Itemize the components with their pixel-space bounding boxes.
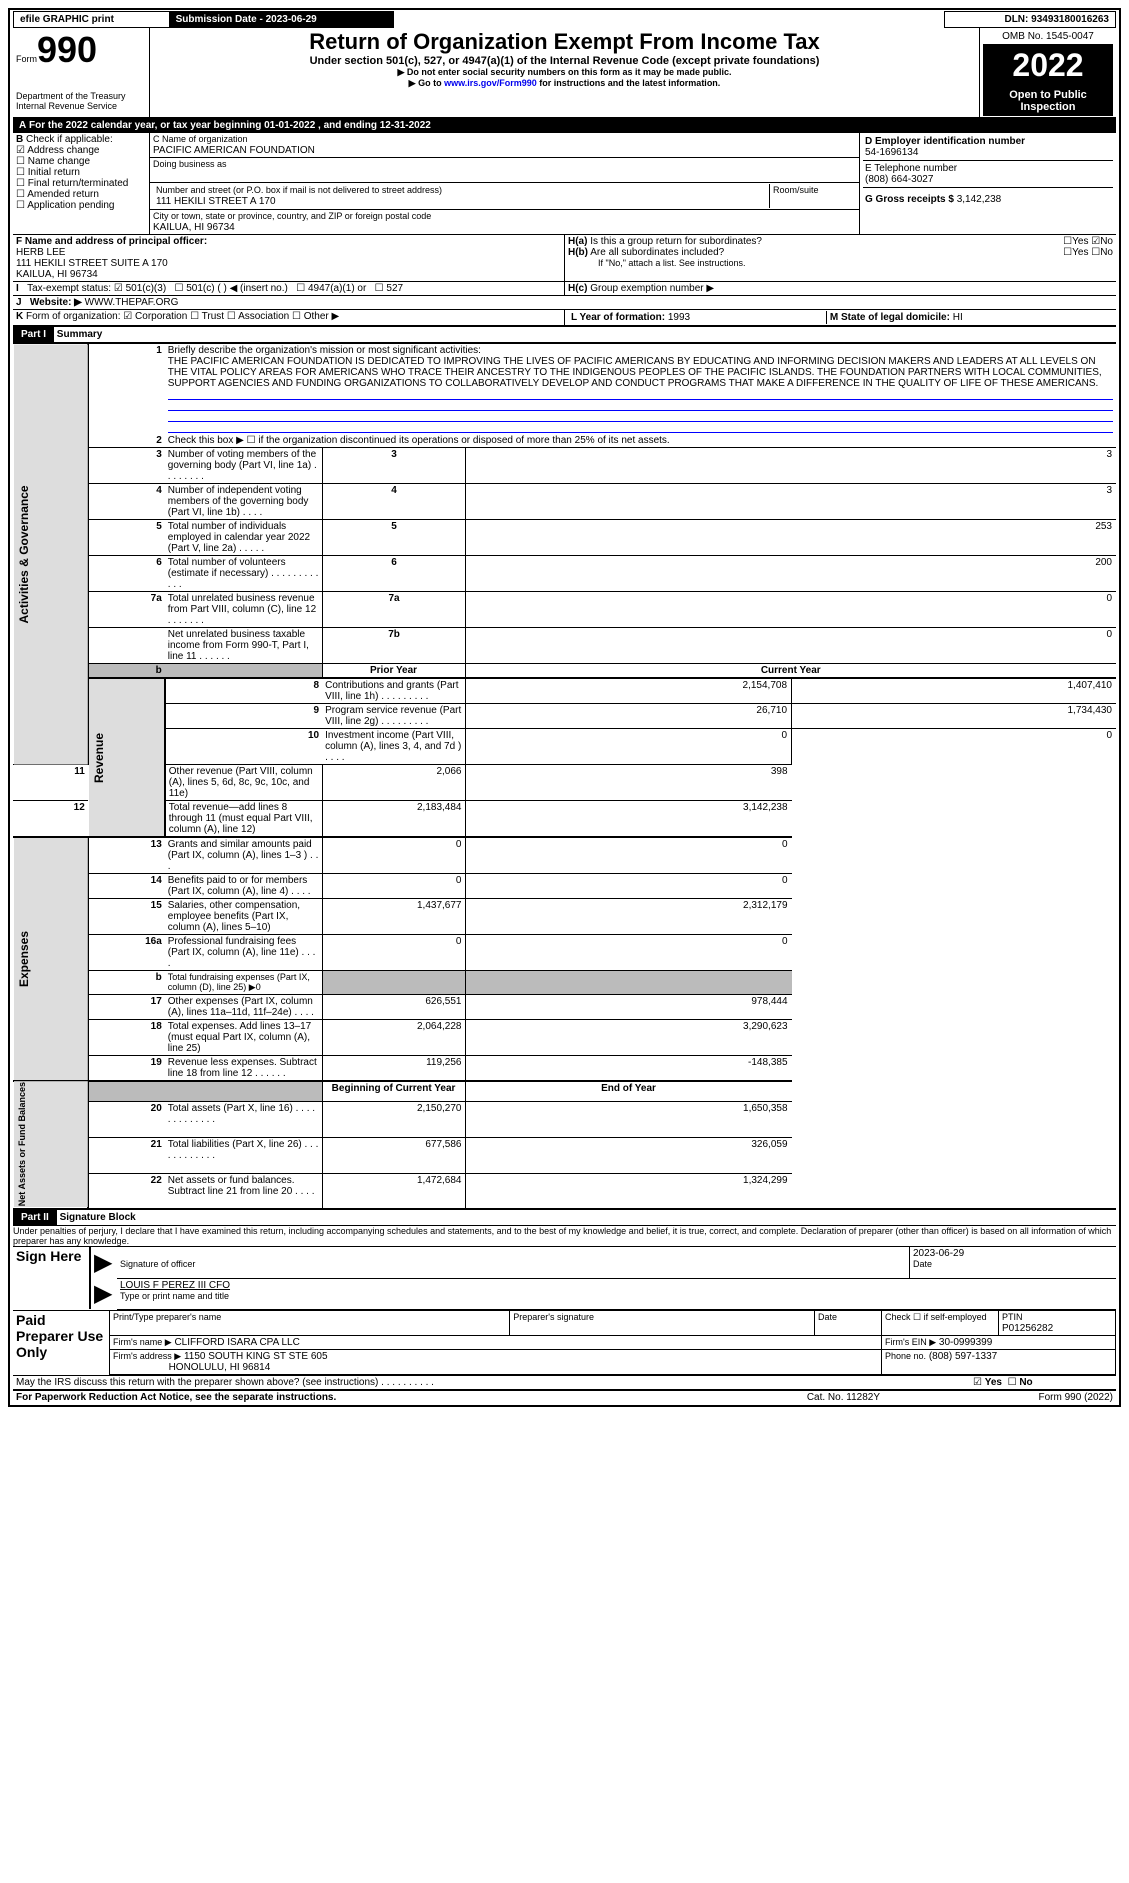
summary-table: Activities & Governance 1 Briefly descri… (13, 344, 1116, 1208)
section-b: B Check if applicable: ☑ Address change … (13, 133, 150, 235)
top-bar: efile GRAPHIC print Submission Date - 20… (13, 11, 1116, 28)
officer-name: HERB LEE (16, 247, 65, 258)
part1-label: Part I (13, 327, 54, 342)
side-netassets: Net Assets or Fund Balances (13, 1081, 88, 1208)
dln: DLN: 93493180016263 (944, 12, 1115, 28)
efile-label: efile GRAPHIC print (14, 12, 170, 28)
phone: (808) 664-3027 (865, 174, 933, 185)
ein: 54-1696134 (865, 147, 918, 158)
firm-phone: (808) 597-1337 (929, 1351, 997, 1362)
form-container: efile GRAPHIC print Submission Date - 20… (8, 8, 1121, 1407)
side-governance: Activities & Governance (13, 344, 88, 765)
form-title: Return of Organization Exempt From Incom… (153, 29, 976, 55)
irs-link[interactable]: www.irs.gov/Form990 (444, 78, 537, 88)
info-block: B Check if applicable: ☑ Address change … (13, 133, 1116, 235)
website: WWW.THEPAF.ORG (85, 297, 179, 308)
form-number: 990 (37, 29, 97, 70)
header-block: Form990 Department of the Treasury Inter… (13, 28, 1116, 118)
open-public: Open to Public Inspection (983, 86, 1113, 116)
mission-text: THE PACIFIC AMERICAN FOUNDATION IS DEDIC… (168, 356, 1102, 389)
domicile: HI (953, 312, 963, 323)
year-formed: 1993 (668, 312, 690, 323)
side-expenses: Expenses (13, 837, 88, 1081)
form-subtitle: Under section 501(c), 527, or 4947(a)(1)… (153, 55, 976, 67)
dept-label: Department of the Treasury Internal Reve… (16, 91, 146, 111)
side-revenue: Revenue (88, 678, 165, 837)
preparer-block: Paid Preparer Use Only Print/Type prepar… (13, 1310, 1116, 1375)
ptin: P01256282 (1002, 1323, 1053, 1334)
omb-number: OMB No. 1545-0047 (983, 29, 1113, 45)
fh-block: F Name and address of principal officer:… (13, 235, 1116, 327)
footer: May the IRS discuss this return with the… (13, 1375, 1116, 1389)
declaration: Under penalties of perjury, I declare th… (13, 1226, 1116, 1246)
sign-block: Sign Here ▶ Signature of officer 2023-06… (13, 1247, 1116, 1310)
gross-receipts: 3,142,238 (957, 194, 1002, 205)
firm-ein: 30-0999399 (939, 1337, 992, 1348)
ssn-note: ▶ Do not enter social security numbers o… (153, 67, 976, 78)
part2-label: Part II (13, 1210, 57, 1225)
line-a: A For the 2022 calendar year, or tax yea… (13, 118, 1116, 133)
org-name: PACIFIC AMERICAN FOUNDATION (153, 145, 315, 156)
firm-name: CLIFFORD ISARA CPA LLC (174, 1337, 299, 1348)
officer-name-title: LOUIS F PEREZ III CFO (120, 1280, 230, 1291)
street: 111 HEKILI STREET A 170 (156, 196, 276, 207)
city: KAILUA, HI 96734 (153, 222, 235, 233)
sign-date: 2023-06-29 (913, 1248, 964, 1259)
tax-year: 2022 (983, 45, 1113, 86)
submission-date: Submission Date - 2023-06-29 (169, 12, 393, 28)
